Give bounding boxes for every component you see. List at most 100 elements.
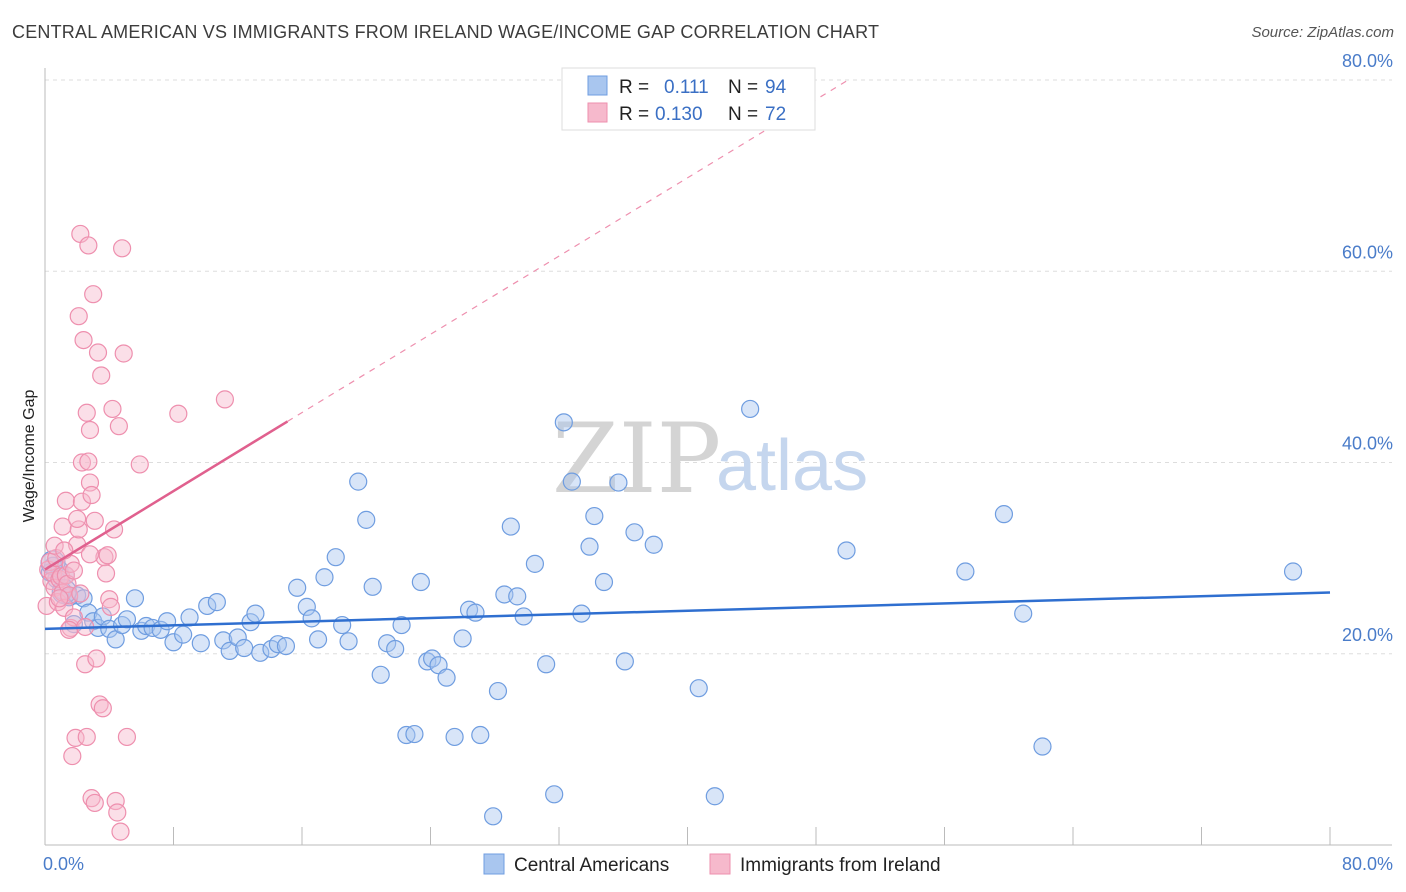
central-american-point bbox=[386, 639, 405, 659]
ireland-point bbox=[100, 590, 119, 609]
y-tick-label: 60.0% bbox=[1342, 242, 1393, 262]
ireland-point bbox=[111, 822, 130, 841]
central-american-point bbox=[288, 578, 307, 597]
central-american-point bbox=[251, 643, 270, 662]
central-american-point bbox=[198, 596, 217, 616]
central-american-point bbox=[625, 523, 644, 542]
central-american-point bbox=[308, 630, 328, 649]
central-american-point bbox=[741, 399, 760, 419]
y-axis-label: Wage/Income Gap bbox=[21, 390, 38, 523]
central-american-point bbox=[537, 655, 556, 674]
central-american-point bbox=[418, 652, 437, 671]
central-american-point bbox=[228, 628, 247, 647]
ireland-point bbox=[74, 331, 93, 350]
chart-title: CENTRAL AMERICAN VS IMMIGRANTS FROM IREL… bbox=[12, 22, 880, 42]
legend-n-value-2: 72 bbox=[765, 104, 786, 125]
x-tick-max: 80.0% bbox=[1342, 854, 1393, 874]
ireland-point bbox=[82, 485, 101, 505]
ireland-point bbox=[84, 285, 103, 304]
central-american-point bbox=[705, 787, 724, 806]
grid: 20.0% 40.0% 60.0% 80.0% bbox=[45, 51, 1393, 655]
ireland-point bbox=[63, 746, 82, 766]
ireland-point bbox=[59, 620, 79, 639]
central-american-point bbox=[157, 612, 177, 631]
y-tick-label: 80.0% bbox=[1342, 51, 1393, 71]
legend-swatch-blue bbox=[587, 75, 608, 96]
ireland-trend-extension bbox=[287, 79, 849, 422]
ireland-point bbox=[117, 727, 137, 747]
central-american-point bbox=[644, 535, 663, 554]
ireland-point bbox=[85, 511, 104, 530]
y-tick-label: 20.0% bbox=[1342, 625, 1393, 645]
central-american-point bbox=[117, 610, 137, 629]
x-tick-min: 0.0% bbox=[43, 854, 84, 874]
ireland-point bbox=[93, 699, 112, 718]
central-american-point bbox=[220, 641, 239, 660]
central-american-point bbox=[326, 548, 345, 567]
ireland-point bbox=[109, 417, 128, 436]
watermark-zip: ZIP bbox=[552, 403, 721, 515]
central-american-point bbox=[235, 638, 254, 658]
central-american-point bbox=[994, 505, 1014, 524]
ireland-point bbox=[79, 452, 98, 471]
central-american-point bbox=[689, 679, 708, 698]
central-americans-trend-line bbox=[44, 591, 1331, 631]
central-american-point bbox=[79, 603, 98, 622]
central-american-point bbox=[554, 413, 573, 432]
stats-legend: R = 0.111 N = 94 R = 0.130 N = 72 bbox=[561, 67, 816, 131]
series-legend: Central Americans Immigrants from Irelan… bbox=[483, 853, 941, 876]
central-american-point bbox=[525, 554, 545, 573]
central-american-point bbox=[609, 473, 628, 492]
central-american-point bbox=[545, 785, 564, 804]
central-american-point bbox=[423, 649, 442, 668]
ireland-points bbox=[37, 224, 234, 841]
central-american-point bbox=[837, 541, 856, 560]
ireland-point bbox=[68, 509, 87, 529]
central-american-point bbox=[207, 593, 226, 612]
ireland-point bbox=[64, 561, 84, 580]
ireland-point bbox=[56, 491, 75, 510]
ireland-point bbox=[71, 584, 90, 603]
ireland-point bbox=[76, 655, 95, 674]
legend-r-value-1: 0.111 bbox=[664, 77, 709, 98]
ireland-point bbox=[114, 344, 133, 363]
central-american-point bbox=[562, 472, 581, 491]
ireland-point bbox=[130, 455, 149, 474]
ireland-point bbox=[92, 366, 111, 385]
central-american-point bbox=[363, 577, 382, 596]
central-american-point bbox=[174, 625, 193, 644]
legend-n-value-1: 94 bbox=[765, 77, 787, 98]
central-american-point bbox=[357, 510, 376, 529]
bottom-legend-label-1: Central Americans bbox=[514, 855, 669, 876]
legend-n-label-2: N = bbox=[728, 104, 758, 125]
bottom-legend-swatch-blue bbox=[483, 853, 505, 875]
legend-r-value-2: 0.130 bbox=[655, 104, 703, 125]
central-american-point bbox=[125, 589, 145, 608]
bottom-legend-label-2: Immigrants from Ireland bbox=[740, 855, 941, 876]
ireland-point bbox=[45, 536, 64, 555]
ireland-point bbox=[80, 420, 100, 440]
central-american-point bbox=[112, 615, 132, 635]
central-american-point bbox=[371, 665, 390, 684]
ireland-point bbox=[98, 546, 117, 565]
central-american-point bbox=[501, 517, 520, 536]
central-american-point bbox=[508, 587, 527, 606]
ireland-point bbox=[87, 649, 106, 668]
central-american-point bbox=[1014, 604, 1033, 623]
central-american-point bbox=[191, 634, 210, 653]
ireland-point bbox=[88, 343, 108, 362]
central-american-point bbox=[466, 603, 485, 622]
source-label: Source: ZipAtlas.com bbox=[1251, 24, 1394, 41]
ireland-point bbox=[77, 727, 96, 747]
central-american-point bbox=[453, 629, 472, 648]
ireland-point bbox=[69, 307, 88, 326]
watermark: ZIP atlas bbox=[552, 403, 868, 515]
central-american-point bbox=[594, 572, 614, 592]
legend-n-label-1: N = bbox=[728, 77, 758, 98]
central-american-point bbox=[488, 681, 508, 701]
central-american-point bbox=[246, 604, 265, 623]
ireland-trend-line bbox=[44, 420, 289, 571]
central-american-point bbox=[445, 727, 464, 747]
ireland-point bbox=[108, 803, 127, 822]
central-american-point bbox=[349, 472, 368, 491]
